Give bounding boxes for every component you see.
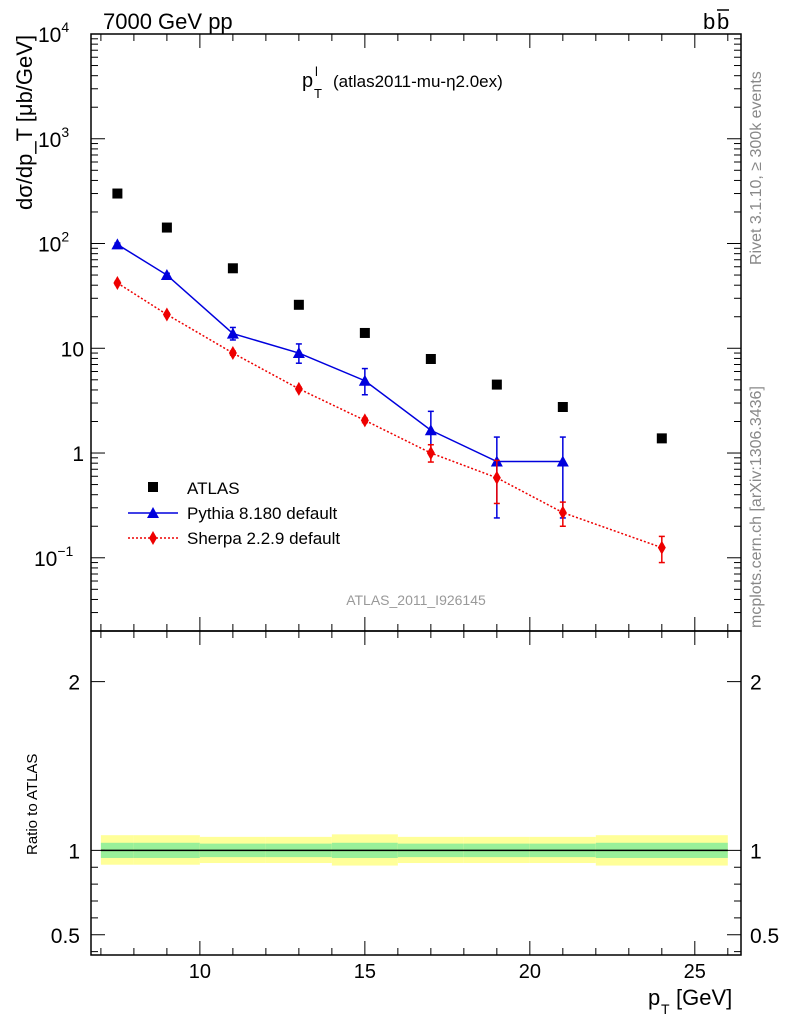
ratio-panel: 0.5 0.5 1 1 2 2 10 15 20 25 Ratio to ATLAS p T [G… [24, 630, 779, 1017]
y-tick-label: 102 [38, 229, 69, 257]
y-tick-label-base: 10 [34, 548, 57, 571]
ratio-y-tick-label-right: 2 [750, 672, 762, 695]
data-point [491, 379, 502, 390]
data-point [558, 505, 567, 520]
data-point [358, 374, 371, 386]
x-axis-label-sub: T [661, 1001, 670, 1017]
legend-pythia-marker [147, 507, 159, 518]
data-point [424, 424, 437, 436]
y-tick-label: 104 [38, 19, 69, 47]
y-tick-label: 10−1 [34, 543, 74, 571]
series-line [116, 282, 663, 549]
data-point [226, 327, 239, 339]
process-label-b: b [703, 9, 715, 34]
legend-pythia-label: Pythia 8.180 default [187, 504, 338, 523]
series-triangle [111, 238, 569, 519]
y-tick-label-exp: 3 [61, 124, 69, 140]
legend-atlas-label: ATLAS [187, 479, 240, 498]
process-label-bbar: b [717, 9, 729, 34]
ratio-y-tick-label-right: 0.5 [750, 925, 779, 948]
title-main: p [302, 70, 313, 92]
data-point [293, 299, 304, 310]
x-axis-label: p T [GeV] [648, 985, 732, 1017]
data-point [426, 446, 435, 461]
data-point [161, 222, 172, 233]
legend-sherpa-label: Sherpa 2.2.9 default [187, 529, 340, 548]
data-point [112, 188, 123, 199]
ratio-y-tick-label-left: 0.5 [51, 925, 80, 948]
legend-sherpa-marker [149, 531, 157, 545]
data-point [162, 307, 171, 322]
ratio-frame [90, 630, 742, 956]
data-point [359, 327, 370, 338]
title-sub: T [314, 86, 322, 101]
y-tick-label: 10 [61, 338, 84, 361]
x-axis-label-unit: [GeV] [676, 985, 732, 1010]
data-point [656, 433, 667, 444]
x-tick-label: 15 [354, 961, 376, 983]
series-square [112, 188, 667, 444]
title-extra: (atlas2011-mu-η2.0ex) [333, 72, 503, 91]
data-point [160, 269, 173, 281]
data-point [292, 347, 305, 359]
x-tick-label: 25 [684, 961, 706, 983]
y-tick-label-exp: 4 [61, 19, 69, 35]
data-point [557, 402, 568, 413]
ratio-y-tick-label-left: 2 [68, 672, 80, 695]
x-axis-label-p: p [648, 985, 660, 1010]
data-point [556, 455, 569, 467]
y-tick-label-exp: 2 [61, 229, 69, 245]
y-tick-label: 103 [38, 124, 69, 152]
main-y-axis-label: dσ/dp_T [μb/GeV] [12, 35, 37, 210]
series-diamond [113, 275, 666, 564]
analysis-label: ATLAS_2011_I926145 [346, 592, 486, 608]
data-point [294, 381, 303, 396]
y-tick-label-exp: −1 [57, 543, 73, 559]
process-label: b b [703, 9, 729, 34]
mcplots-label: mcplots.cern.ch [arXiv:1306.3436] [748, 386, 765, 628]
x-tick-label: 20 [519, 961, 541, 983]
legend-item-pythia: Pythia 8.180 default [128, 504, 338, 523]
data-point [228, 346, 237, 361]
ratio-y-tick-label-right: 1 [750, 840, 762, 863]
data-point [425, 353, 436, 364]
ratio-axis-ticks [91, 631, 741, 955]
data-point [111, 238, 124, 250]
legend-atlas-marker [148, 482, 158, 492]
plot-title: p l T (atlas2011-mu-η2.0ex) [302, 64, 503, 101]
data-point [227, 263, 238, 274]
ratio-tick-labels: 0.5 0.5 1 1 2 2 10 15 20 25 [51, 672, 779, 983]
y-tick-label-base: 10 [38, 24, 61, 47]
legend: ATLAS Pythia 8.180 default Sherpa 2.2.9 … [128, 479, 340, 548]
data-point [113, 275, 122, 290]
legend-item-atlas: ATLAS [148, 479, 240, 498]
series-line [117, 243, 563, 463]
main-y-axis-label-text: dσ/dp_T [μb/GeV] [12, 35, 37, 210]
data-point [492, 470, 501, 485]
ratio-y-axis-label: Ratio to ATLAS [24, 754, 41, 855]
main-axis-ticks [91, 33, 741, 632]
legend-item-sherpa: Sherpa 2.2.9 default [128, 529, 340, 548]
ratio-y-tick-label-left: 1 [68, 840, 80, 863]
data-point [657, 540, 666, 555]
data-point [360, 413, 369, 428]
title-sup: l [315, 64, 318, 79]
y-tick-label-base: 10 [38, 129, 61, 152]
y-tick-label: 1 [72, 443, 84, 466]
x-tick-label: 10 [189, 961, 211, 983]
ratio-bands [100, 834, 728, 866]
main-series [111, 188, 667, 564]
energy-label: 7000 GeV pp [103, 9, 233, 34]
rivet-label: Rivet 3.1.10, ≥ 300k events [748, 71, 765, 265]
y-tick-label-base: 10 [38, 234, 61, 257]
